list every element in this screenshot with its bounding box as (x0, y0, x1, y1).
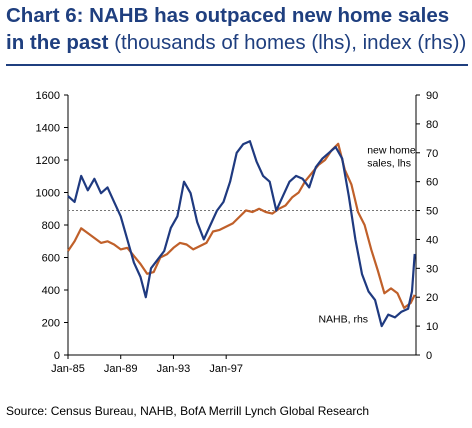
y-left-tick-label: 1400 (36, 123, 60, 135)
y-right-tick-label: 0 (426, 350, 432, 362)
source-note: Source: Census Bureau, NAHB, BofA Merril… (6, 404, 370, 418)
x-tick-label: Jan-97 (209, 363, 243, 375)
y-right-tick-label: 60 (426, 177, 438, 189)
chart-title: Chart 6: NAHB has outpaced new home sale… (6, 2, 468, 56)
y-right-tick-label: 80 (426, 119, 438, 131)
new-home-sales-series-line (67, 142, 416, 309)
series-annotation: new home (367, 145, 416, 157)
y-left-tick-label: 600 (42, 253, 60, 265)
y-right-tick-label: 20 (426, 292, 438, 304)
series-annotation: NAHB, rhs (318, 314, 368, 326)
x-tick-label: Jan-93 (157, 363, 191, 375)
y-right-tick-label: 70 (426, 148, 438, 160)
y-left-tick-label: 200 (42, 318, 60, 330)
nahb-series-line (67, 140, 416, 328)
y-left-tick-label: 1200 (36, 155, 60, 167)
y-left-tick-label: 400 (42, 285, 60, 297)
y-right-tick-label: 90 (426, 90, 438, 102)
y-right-tick-label: 40 (426, 234, 438, 246)
x-tick-label: Jan-89 (104, 363, 138, 375)
y-right-tick-label: 10 (426, 321, 438, 333)
chart-title-units: (thousands of homes (lhs), index (rhs)) (114, 31, 467, 54)
x-tick-label: Jan-85 (51, 363, 85, 375)
series-annotation: sales, lhs (367, 158, 411, 170)
y-right-tick-label: 50 (426, 206, 438, 218)
chart-title-main: Chart 6: NAHB has outpaced new home sale… (6, 4, 450, 54)
line-chart: 0 200 400 600 800 1000 1200 1400 1600 0 10 20 30 40 50… (36, 90, 439, 375)
y-right-tick-label: 30 (426, 263, 438, 275)
y-left-tick-label: 800 (42, 220, 60, 232)
y-left-tick-label: 1600 (36, 90, 60, 102)
y-left-tick-label: 1000 (36, 188, 60, 200)
y-left-tick-label: 0 (54, 350, 60, 362)
title-divider (6, 64, 468, 66)
